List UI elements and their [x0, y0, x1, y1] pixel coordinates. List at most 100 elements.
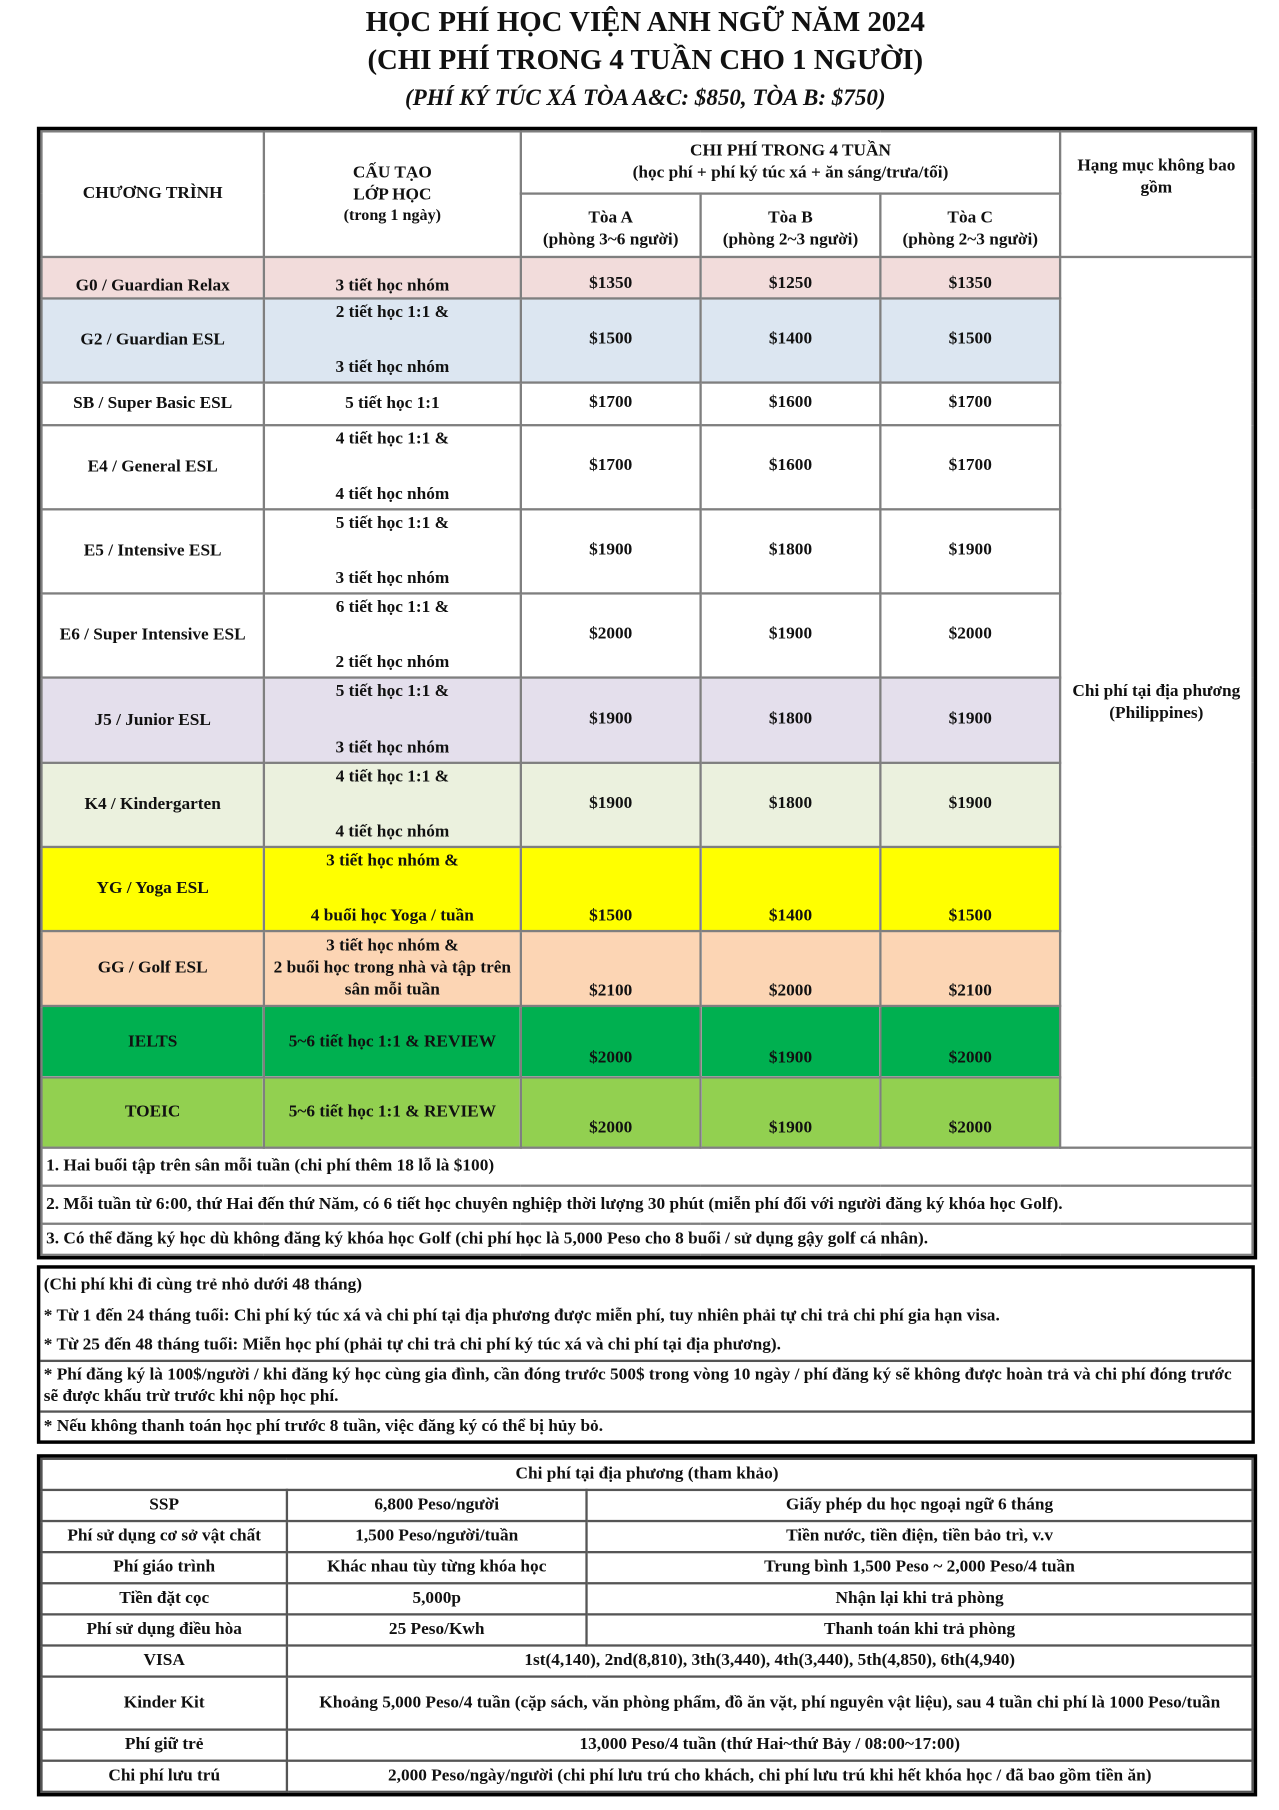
- child-note: (Chi phí khi đi cùng trẻ nhỏ dưới 48 thá…: [43, 1275, 362, 1294]
- class-structure: 5 tiết học 1:1 & 3 tiết học nhóm: [262, 508, 522, 595]
- program-name: GG / Golf ESL: [40, 929, 266, 1008]
- structure-line: 3 tiết học nhóm: [335, 738, 450, 758]
- building-name: Tòa B: [768, 208, 813, 227]
- class-structure: 4 tiết học 1:1 & 4 tiết học nhóm: [262, 761, 522, 849]
- header-program: CHƯƠNG TRÌNH: [40, 130, 266, 259]
- program-row: G2 / Guardian ESL 2 tiết học 1:1 & 3 tiết …: [40, 297, 1252, 384]
- local-cost-row: Phí giữ trẻ 13,000 Peso/4 tuần (thứ Hai~t…: [40, 1728, 1254, 1762]
- cost-item: Phí giữ trẻ: [40, 1728, 289, 1762]
- structure-line: 4 tiết học nhóm: [335, 823, 450, 842]
- header-row: CHƯƠNG TRÌNH CẤU TẠO LỚP HỌC (trong 1 ng…: [40, 130, 1254, 259]
- price-building-c: $1700: [879, 381, 1062, 427]
- cost-item: Tiền đặt cọc: [40, 1582, 289, 1616]
- header-excluded: Hạng mục không bao gồm: [1058, 130, 1254, 259]
- structure-line: 3 tiết học nhóm: [335, 358, 450, 378]
- class-structure: 3 tiết học nhóm & 4 buổi học Yoga / tuần: [262, 845, 522, 933]
- header-structure: CẤU TẠO LỚP HỌC (trong 1 ngày): [262, 130, 522, 259]
- golf-note: 2. Mỗi tuần từ 6:00, thứ Hai đến thứ Năm…: [40, 1184, 1254, 1225]
- price-building-a: $2000: [519, 1004, 702, 1079]
- price-building-b: $1800: [699, 508, 882, 595]
- header-buildings-row: Tòa A (phòng 3~6 người) Tòa B (phòng 2~3 n…: [41, 192, 1252, 259]
- price-building-b: $1600: [699, 424, 882, 511]
- price-building-c: $2000: [879, 1076, 1062, 1149]
- cost-value: 2,000 Peso/ngày/người (chi phí lưu trú c…: [285, 1759, 1254, 1793]
- class-structure: 5~6 tiết học 1:1 & REVIEW: [262, 1076, 522, 1149]
- program-name: J5 / Junior ESL: [40, 676, 266, 764]
- class-structure: 3 tiết học nhóm: [262, 255, 522, 300]
- class-structure: 3 tiết học nhóm & 2 buổi học trong nhà và…: [262, 929, 522, 1008]
- price-building-a: $1500: [519, 845, 702, 933]
- cost-amount: 1,500 Peso/người/tuần: [285, 1519, 588, 1554]
- golf-note: 1. Hai buổi tập trên sân mỗi tuần (chi p…: [40, 1146, 1254, 1187]
- class-structure: 2 tiết học 1:1 & 3 tiết học nhóm: [262, 297, 522, 384]
- program-row: G0 / Guardian Relax 3 tiết học nhóm $1350 $…: [40, 255, 1254, 1149]
- price-building-a: $1700: [519, 424, 702, 511]
- cost-value: 1st(4,140), 2nd(8,810), 3th(3,440), 4th(…: [285, 1644, 1254, 1678]
- class-structure: 4 tiết học 1:1 & 4 tiết học nhóm: [262, 424, 522, 511]
- cost-amount: 5,000p: [285, 1582, 588, 1616]
- program-row: TOEIC 5~6 tiết học 1:1 & REVIEW $2000 $1900…: [40, 1076, 1252, 1149]
- page-title: HỌC PHÍ HỌC VIỆN ANH NGỮ NĂM 2024: [365, 6, 925, 39]
- program-row: E5 / Intensive ESL 5 tiết học 1:1 & 3 tiết…: [40, 508, 1252, 595]
- price-building-a: $2100: [519, 929, 702, 1008]
- cost-amount: 25 Peso/Kwh: [285, 1613, 588, 1647]
- header-structure-line: CẤU TẠO: [352, 163, 432, 183]
- class-structure: 6 tiết học 1:1 & 2 tiết học nhóm: [262, 592, 522, 679]
- local-cost-row: VISA 1st(4,140), 2nd(8,810), 3th(3,440), …: [40, 1644, 1254, 1678]
- program-row: IELTS 5~6 tiết học 1:1 & REVIEW $2000 $1900…: [40, 1004, 1252, 1079]
- price-building-b: $1900: [699, 1004, 882, 1079]
- class-structure: 5~6 tiết học 1:1 & REVIEW: [262, 1004, 522, 1079]
- price-building-a: $2000: [519, 1076, 702, 1149]
- structure-line: 4 tiết học nhóm: [335, 485, 450, 504]
- price-building-a: $2000: [519, 592, 702, 679]
- program-row: GG / Golf ESL 3 tiết học nhóm & 2 buổi học…: [40, 929, 1252, 1008]
- structure-line: 5 tiết học 1:1: [345, 394, 440, 413]
- price-building-a: $1900: [519, 508, 702, 595]
- header-structure-line: LỚP HỌC: [353, 185, 432, 204]
- price-building-c: $2000: [879, 1004, 1062, 1079]
- children-notes: (Chi phí khi đi cùng trẻ nhỏ dưới 48 thá…: [36, 1265, 1255, 1444]
- price-building-a: $1900: [519, 761, 702, 849]
- structure-line: 4 tiết học 1:1 &: [335, 429, 450, 449]
- structure-line: 5~6 tiết học 1:1 & REVIEW: [288, 1032, 496, 1051]
- price-building-c: $2100: [879, 929, 1062, 1008]
- cost-note: Giấy phép du học ngoại ngữ 6 tháng: [585, 1488, 1254, 1523]
- cost-amount: 6,800 Peso/người: [285, 1488, 588, 1523]
- local-cost-row: Tiền đặt cọc 5,000p Nhận lại khi trả phòng: [40, 1582, 1254, 1616]
- header-building-b: Tòa B (phòng 2~3 người): [699, 192, 882, 259]
- price-building-c: $1500: [879, 845, 1062, 933]
- local-cost-row: Chi phí lưu trú 2,000 Peso/ngày/người (ch…: [40, 1759, 1254, 1793]
- structure-line: 5 tiết học 1:1 &: [335, 682, 450, 701]
- price-building-b: $1800: [699, 761, 882, 849]
- program-row: SB / Super Basic ESL 5 tiết học 1:1 $1700 $…: [40, 381, 1252, 427]
- program-name: K4 / Kindergarten: [40, 761, 266, 849]
- cost-item: Phí giáo trình: [40, 1550, 289, 1585]
- price-building-b: $1900: [699, 1076, 882, 1149]
- cost-item: Phí sử dụng điều hòa: [40, 1613, 289, 1647]
- cost-item: VISA: [40, 1644, 289, 1678]
- class-structure: 5 tiết học 1:1 & 3 tiết học nhóm: [262, 676, 522, 764]
- structure-line: 5 tiết học 1:1 &: [335, 513, 450, 533]
- price-building-c: $1500: [879, 297, 1062, 384]
- structure-line: 4 tiết học 1:1 &: [335, 767, 450, 786]
- structure-line: 2 tiết học nhóm: [335, 653, 450, 673]
- class-structure: 5 tiết học 1:1: [262, 381, 522, 427]
- structure-line: 3 tiết học nhóm: [335, 276, 450, 296]
- header-cost-subtitle: (học phí + phí ký túc xá + ăn sáng/trưa/…: [632, 163, 949, 183]
- price-building-b: $1250: [699, 255, 882, 300]
- program-name: TOEIC: [40, 1076, 266, 1149]
- price-building-c: $1900: [879, 676, 1062, 764]
- header-building-a: Tòa A (phòng 3~6 người): [519, 192, 702, 259]
- local-cost-row: Kinder Kit Khoảng 5,000 Peso/4 tuần (cặp …: [40, 1675, 1254, 1731]
- cost-value: Khoảng 5,000 Peso/4 tuần (cặp sách, văn …: [285, 1675, 1254, 1731]
- structure-line: 3 tiết học nhóm &: [326, 851, 459, 870]
- price-building-a: $1500: [519, 297, 702, 384]
- structure-line: 5~6 tiết học 1:1 & REVIEW: [288, 1102, 496, 1122]
- program-name: IELTS: [40, 1004, 266, 1079]
- structure-line: 3 tiết học nhóm &: [326, 937, 459, 956]
- program-name: E6 / Super Intensive ESL: [40, 592, 266, 679]
- price-building-c: $1700: [879, 424, 1062, 511]
- program-row: YG / Yoga ESL 3 tiết học nhóm & 4 buổi học…: [40, 845, 1252, 933]
- cost-item: Chi phí lưu trú: [40, 1759, 289, 1793]
